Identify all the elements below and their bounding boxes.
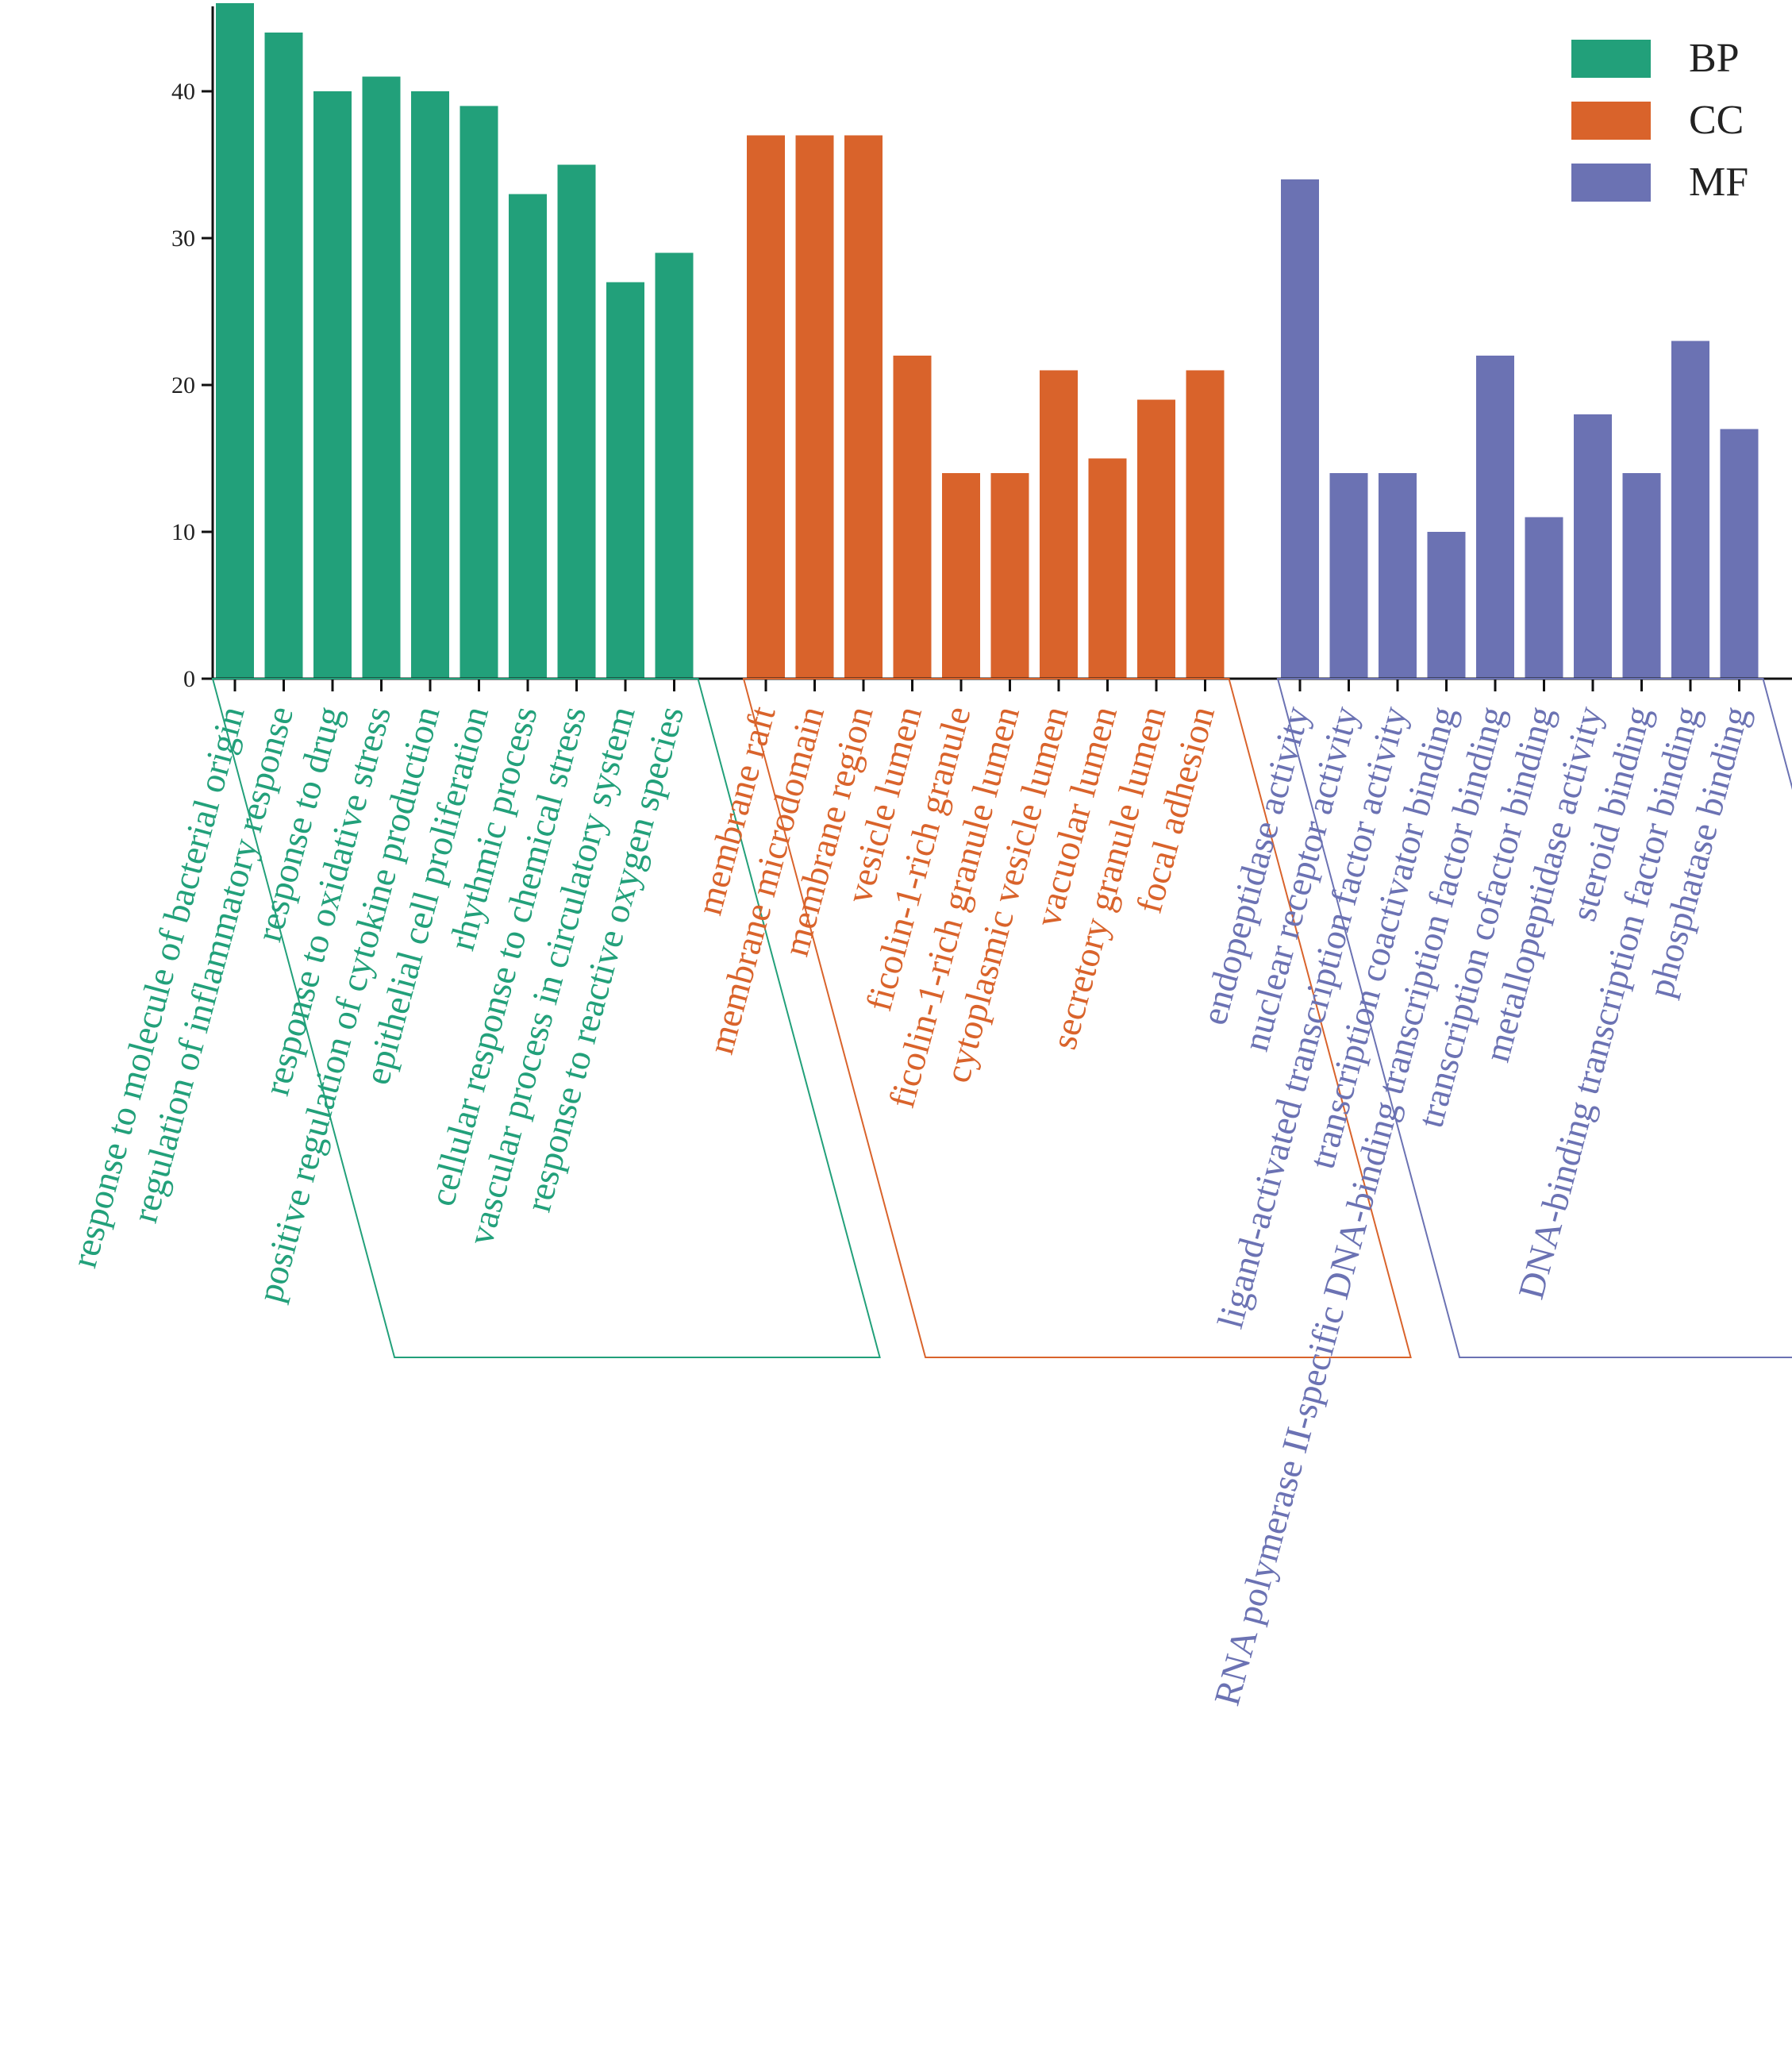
bar-bp-7 [509, 194, 547, 679]
bracket-cc [742, 678, 1412, 1358]
bar-bp-6 [460, 106, 498, 679]
group-brackets [211, 678, 1792, 1358]
legend-label-cc: CC [1689, 98, 1744, 143]
legend-label-mf: MF [1689, 160, 1748, 205]
bar-mf-8 [1622, 473, 1661, 679]
y-tick-label: 40 [171, 79, 195, 105]
bar-cc-3 [844, 135, 883, 679]
y-tick-label: 20 [171, 372, 195, 398]
x-axis [213, 677, 1792, 691]
legend-swatch-bp [1571, 40, 1651, 78]
y-tick-label: 0 [183, 666, 195, 692]
bar-mf-7 [1574, 414, 1612, 679]
bars-layer [216, 3, 1759, 679]
bar-cc-9 [1137, 399, 1175, 679]
bar-cc-5 [942, 473, 980, 679]
bar-bp-9 [606, 282, 644, 679]
bar-bp-5 [411, 91, 449, 679]
bar-mf-2 [1329, 473, 1368, 679]
bar-mf-6 [1525, 517, 1563, 679]
bar-bp-4 [362, 76, 401, 679]
legend: BP CC MF [1571, 36, 1748, 205]
bar-mf-10 [1720, 429, 1759, 679]
category-labels: response to molecule of bacterial origin… [63, 702, 1757, 1710]
bar-mf-3 [1379, 473, 1417, 679]
bar-bp-3 [313, 91, 352, 679]
bar-mf-1 [1281, 179, 1319, 679]
bracket-bp [211, 678, 881, 1358]
bar-mf-4 [1427, 532, 1466, 679]
legend-label-bp: BP [1689, 36, 1740, 81]
bar-cc-1 [747, 135, 785, 679]
legend-swatch-cc [1571, 102, 1651, 140]
bar-bp-8 [557, 164, 596, 679]
bar-bp-2 [264, 33, 303, 679]
bar-bp-1 [216, 3, 254, 679]
bracket-mf [1276, 678, 1792, 1358]
y-tick-label: 30 [171, 225, 195, 252]
y-axis: 0 10 20 30 40 [171, 6, 214, 692]
bar-mf-9 [1671, 341, 1709, 679]
bar-cc-10 [1186, 370, 1225, 679]
y-tick-label: 10 [171, 519, 195, 545]
bar-cc-7 [1040, 370, 1078, 679]
bar-bp-10 [655, 252, 694, 679]
bar-mf-5 [1476, 356, 1514, 679]
legend-swatch-mf [1571, 164, 1651, 202]
bar-cc-4 [893, 356, 932, 679]
bar-cc-8 [1088, 458, 1127, 679]
bar-cc-2 [795, 135, 834, 679]
bar-cc-6 [990, 473, 1029, 679]
